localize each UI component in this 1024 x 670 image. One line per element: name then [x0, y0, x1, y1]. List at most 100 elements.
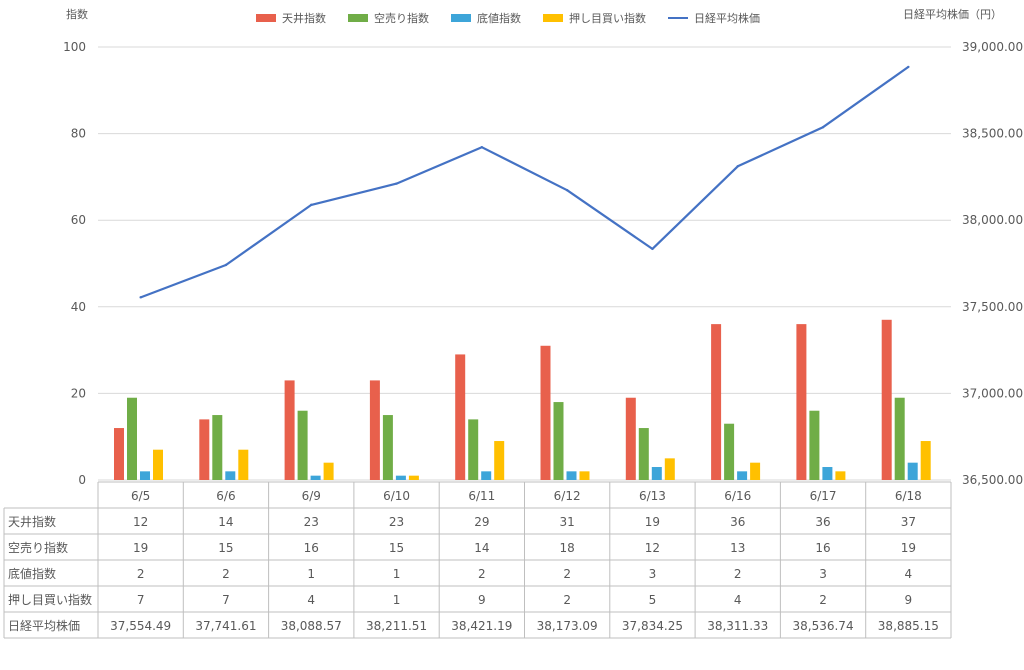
table-cell: 4	[307, 593, 315, 607]
y2-tick-label: 37,500.00	[962, 300, 1023, 314]
bar	[750, 462, 761, 480]
table-cell: 18	[560, 541, 575, 555]
table-row-label: 押し目買い指数	[8, 592, 92, 607]
table-cell: 38,173.09	[537, 619, 598, 633]
table-cell: 2	[563, 567, 571, 581]
bar	[579, 471, 590, 480]
table-row-label: 底値指数	[8, 566, 56, 581]
table-cell: 19	[901, 541, 916, 555]
bar	[199, 419, 210, 480]
bar	[455, 354, 466, 480]
table-cell: 2	[819, 593, 827, 607]
legend-label: 天井指数	[282, 11, 326, 25]
bar	[494, 441, 505, 480]
line-point	[480, 146, 484, 149]
table-cell: 38,088.57	[281, 619, 342, 633]
table-row-label: 天井指数	[8, 514, 56, 529]
bar	[894, 397, 905, 480]
table-cell: 2	[734, 567, 742, 581]
y2-tick-label: 37,000.00	[962, 386, 1023, 400]
table-cell: 38,536.74	[793, 619, 854, 633]
bar	[127, 397, 137, 480]
table-cell: 13	[730, 541, 745, 555]
bar	[724, 423, 735, 480]
line-point	[224, 263, 228, 267]
bar	[140, 471, 150, 480]
table-cell: 7	[137, 593, 145, 607]
bar	[114, 428, 124, 480]
bar	[809, 410, 820, 480]
x-tick-label: 6/10	[383, 489, 410, 503]
y-tick-label: 0	[78, 473, 86, 487]
bar	[822, 467, 833, 480]
bar	[907, 462, 918, 480]
x-tick-label: 6/11	[468, 489, 495, 503]
bar	[408, 475, 419, 480]
bar	[737, 471, 748, 480]
x-tick-label: 6/12	[554, 489, 581, 503]
table-cell: 3	[819, 567, 827, 581]
table-cell: 16	[304, 541, 319, 555]
bar	[284, 380, 295, 480]
x-tick-label: 6/18	[895, 489, 922, 503]
table-cell: 12	[133, 515, 148, 529]
table-cell: 14	[218, 515, 233, 529]
bar	[920, 441, 931, 480]
table-cell: 38,885.15	[878, 619, 939, 633]
table-cell: 1	[393, 593, 401, 607]
bar	[382, 415, 393, 480]
legend-label: 日経平均株価	[694, 11, 760, 25]
legend-swatch	[543, 14, 563, 22]
legend-swatch	[451, 14, 471, 22]
bar	[212, 415, 223, 480]
bar	[835, 471, 846, 480]
line-point	[395, 182, 398, 185]
x-tick-label: 6/16	[724, 489, 751, 503]
bar	[566, 471, 577, 480]
y2-tick-label: 38,000.00	[962, 213, 1023, 227]
table-cell: 36	[815, 515, 830, 529]
table-cell: 23	[389, 515, 404, 529]
bar	[553, 402, 564, 480]
y-tick-label: 40	[71, 300, 86, 314]
bar	[153, 449, 163, 480]
line-point	[565, 189, 569, 192]
table-cell: 38,311.33	[707, 619, 768, 633]
table-cell: 37,741.61	[195, 619, 256, 633]
line-point	[907, 65, 910, 69]
table-row-label: 空売り指数	[8, 540, 68, 555]
x-tick-label: 6/5	[131, 489, 150, 503]
y-tick-label: 20	[71, 386, 86, 400]
table-cell: 31	[560, 515, 575, 529]
table-cell: 23	[304, 515, 319, 529]
x-tick-label: 6/13	[639, 489, 666, 503]
legend-label: 底値指数	[477, 11, 521, 25]
y-axis-title: 指数	[66, 7, 88, 21]
y2-tick-label: 38,500.00	[962, 127, 1023, 141]
x-tick-label: 6/6	[216, 489, 235, 503]
table-cell: 38,211.51	[366, 619, 427, 633]
table-cell: 29	[474, 515, 489, 529]
table-cell: 16	[815, 541, 830, 555]
bar	[395, 475, 406, 480]
table-cell: 19	[645, 515, 660, 529]
table-cell: 2	[478, 567, 486, 581]
table-cell: 37	[901, 515, 916, 529]
legend-swatch	[348, 14, 368, 22]
line-point	[736, 165, 739, 168]
bar	[881, 319, 892, 480]
table-cell: 14	[474, 541, 489, 555]
legend-label: 空売り指数	[374, 11, 429, 25]
line-point	[310, 203, 313, 207]
bar	[323, 462, 334, 480]
table-cell: 38,421.19	[451, 619, 512, 633]
y-tick-label: 80	[71, 127, 86, 141]
table-cell: 9	[905, 593, 913, 607]
table-cell: 15	[389, 541, 404, 555]
bar	[625, 397, 636, 480]
line-point	[821, 126, 825, 129]
legend-label: 押し目買い指数	[569, 11, 646, 25]
bar	[638, 428, 649, 480]
line-point	[139, 296, 142, 299]
bar	[664, 458, 675, 480]
